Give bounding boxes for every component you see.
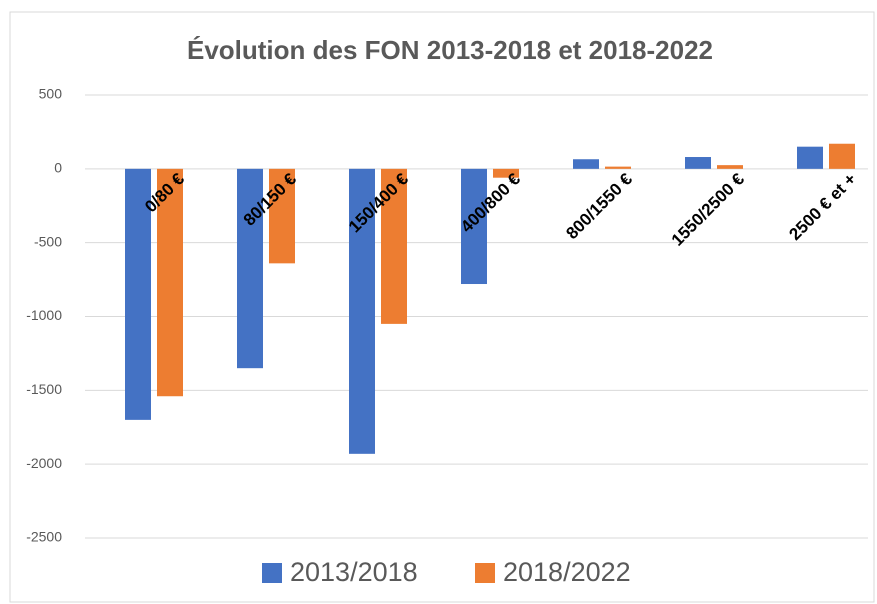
bar	[493, 168, 519, 178]
bar	[461, 168, 487, 285]
legend-swatch	[262, 563, 282, 583]
bar	[797, 146, 823, 169]
bar	[685, 157, 711, 169]
bar	[269, 168, 295, 264]
bar	[125, 168, 151, 420]
y-tick-label: 500	[39, 86, 63, 102]
legend-label: 2018/2022	[503, 557, 631, 587]
bar	[829, 143, 855, 169]
bar	[605, 166, 631, 169]
legend-label: 2013/2018	[290, 557, 418, 587]
legend-swatch	[475, 563, 495, 583]
bar	[237, 168, 263, 369]
bar	[717, 165, 743, 169]
bar	[381, 168, 407, 324]
bar	[157, 168, 183, 397]
chart-title: Évolution des FON 2013-2018 et 2018-2022	[187, 35, 713, 65]
y-tick-label: -500	[34, 233, 62, 249]
chart-frame	[9, 11, 875, 603]
y-tick-label: -2500	[26, 529, 62, 545]
y-tick-label: 0	[54, 160, 62, 176]
bar	[573, 159, 599, 169]
y-tick-label: -1500	[26, 381, 62, 397]
y-tick-label: -2000	[26, 455, 62, 471]
bar	[349, 168, 375, 454]
y-tick-label: -1000	[26, 307, 62, 323]
